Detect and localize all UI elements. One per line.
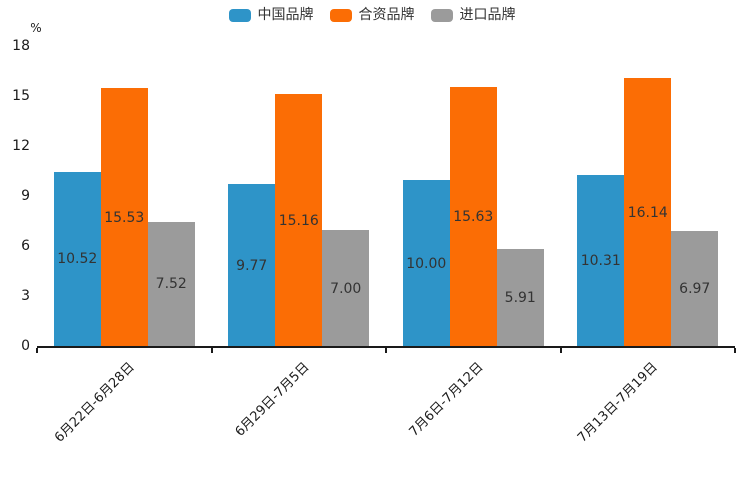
bar-series2-group0: 7.52 <box>147 221 195 347</box>
bar-series2-group3: 6.97 <box>671 230 719 347</box>
legend-item-series2[interactable]: 进口品牌 <box>430 7 516 23</box>
bar-series0-group3: 10.31 <box>577 175 625 347</box>
bar-value-label: 16.14 <box>627 204 668 221</box>
bar-value-label: 15.53 <box>104 209 145 226</box>
bar-series1-group0: 15.53 <box>100 88 148 347</box>
x-axis-tick <box>36 348 38 353</box>
x-axis-tick <box>210 348 213 353</box>
legend-swatch-icon <box>228 8 251 22</box>
legend-swatch-icon <box>329 8 352 22</box>
bar-series0-group2: 10.00 <box>402 180 450 347</box>
bar-value-label: 10.31 <box>580 253 621 270</box>
x-axis-tick <box>559 348 562 353</box>
x-axis-tick <box>734 348 736 353</box>
y-tick-label: 15 <box>12 88 30 104</box>
x-axis-category-label: 6月29日-7月5日 <box>232 359 313 440</box>
bar-series0-group1: 9.77 <box>228 184 276 347</box>
bar-series2-group2: 5.91 <box>496 248 544 347</box>
bar-series2-group1: 7.00 <box>322 230 370 347</box>
bar-value-label: 9.77 <box>236 257 268 274</box>
bar-value-label: 10.52 <box>57 251 98 268</box>
legend-item-label: 进口品牌 <box>459 7 516 23</box>
bar-series1-group2: 15.63 <box>449 86 497 347</box>
legend: 中国品牌 合资品牌 进口品牌 <box>0 8 744 22</box>
x-axis-tick <box>385 348 387 353</box>
bar-value-label: 15.16 <box>278 212 319 229</box>
bar-series0-group0: 10.52 <box>53 171 101 347</box>
legend-item-label: 合资品牌 <box>358 7 415 23</box>
x-axis-category-label: 6月22日-6月28日 <box>51 359 138 446</box>
bar-value-label: 5.91 <box>504 289 536 306</box>
legend-item-series0[interactable]: 中国品牌 <box>228 7 314 23</box>
legend-item-series1[interactable]: 合资品牌 <box>329 7 415 23</box>
y-tick-label: 0 <box>21 338 30 354</box>
x-axis-category-label: 7月6日-7月12日 <box>406 359 487 440</box>
y-tick-label: 18 <box>12 38 30 54</box>
bar-value-label: 15.63 <box>453 208 494 225</box>
bar-value-label: 7.00 <box>330 280 362 297</box>
legend-item-label: 中国品牌 <box>257 7 314 23</box>
bar-series1-group3: 16.14 <box>624 78 672 347</box>
bar-series1-group1: 15.16 <box>275 94 323 347</box>
x-axis-line <box>37 346 735 348</box>
bar-value-label: 6.97 <box>679 280 711 297</box>
y-tick-label: 12 <box>12 138 30 154</box>
y-axis-unit-label: % <box>30 21 42 35</box>
bar-value-label: 10.00 <box>406 255 447 272</box>
y-tick-label: 9 <box>21 188 30 204</box>
y-tick-label: 6 <box>21 238 30 254</box>
bar-value-label: 7.52 <box>155 276 187 293</box>
x-axis-category-label: 7月13日-7月19日 <box>575 359 662 446</box>
legend-swatch-icon <box>430 8 453 22</box>
y-tick-label: 3 <box>21 288 30 304</box>
